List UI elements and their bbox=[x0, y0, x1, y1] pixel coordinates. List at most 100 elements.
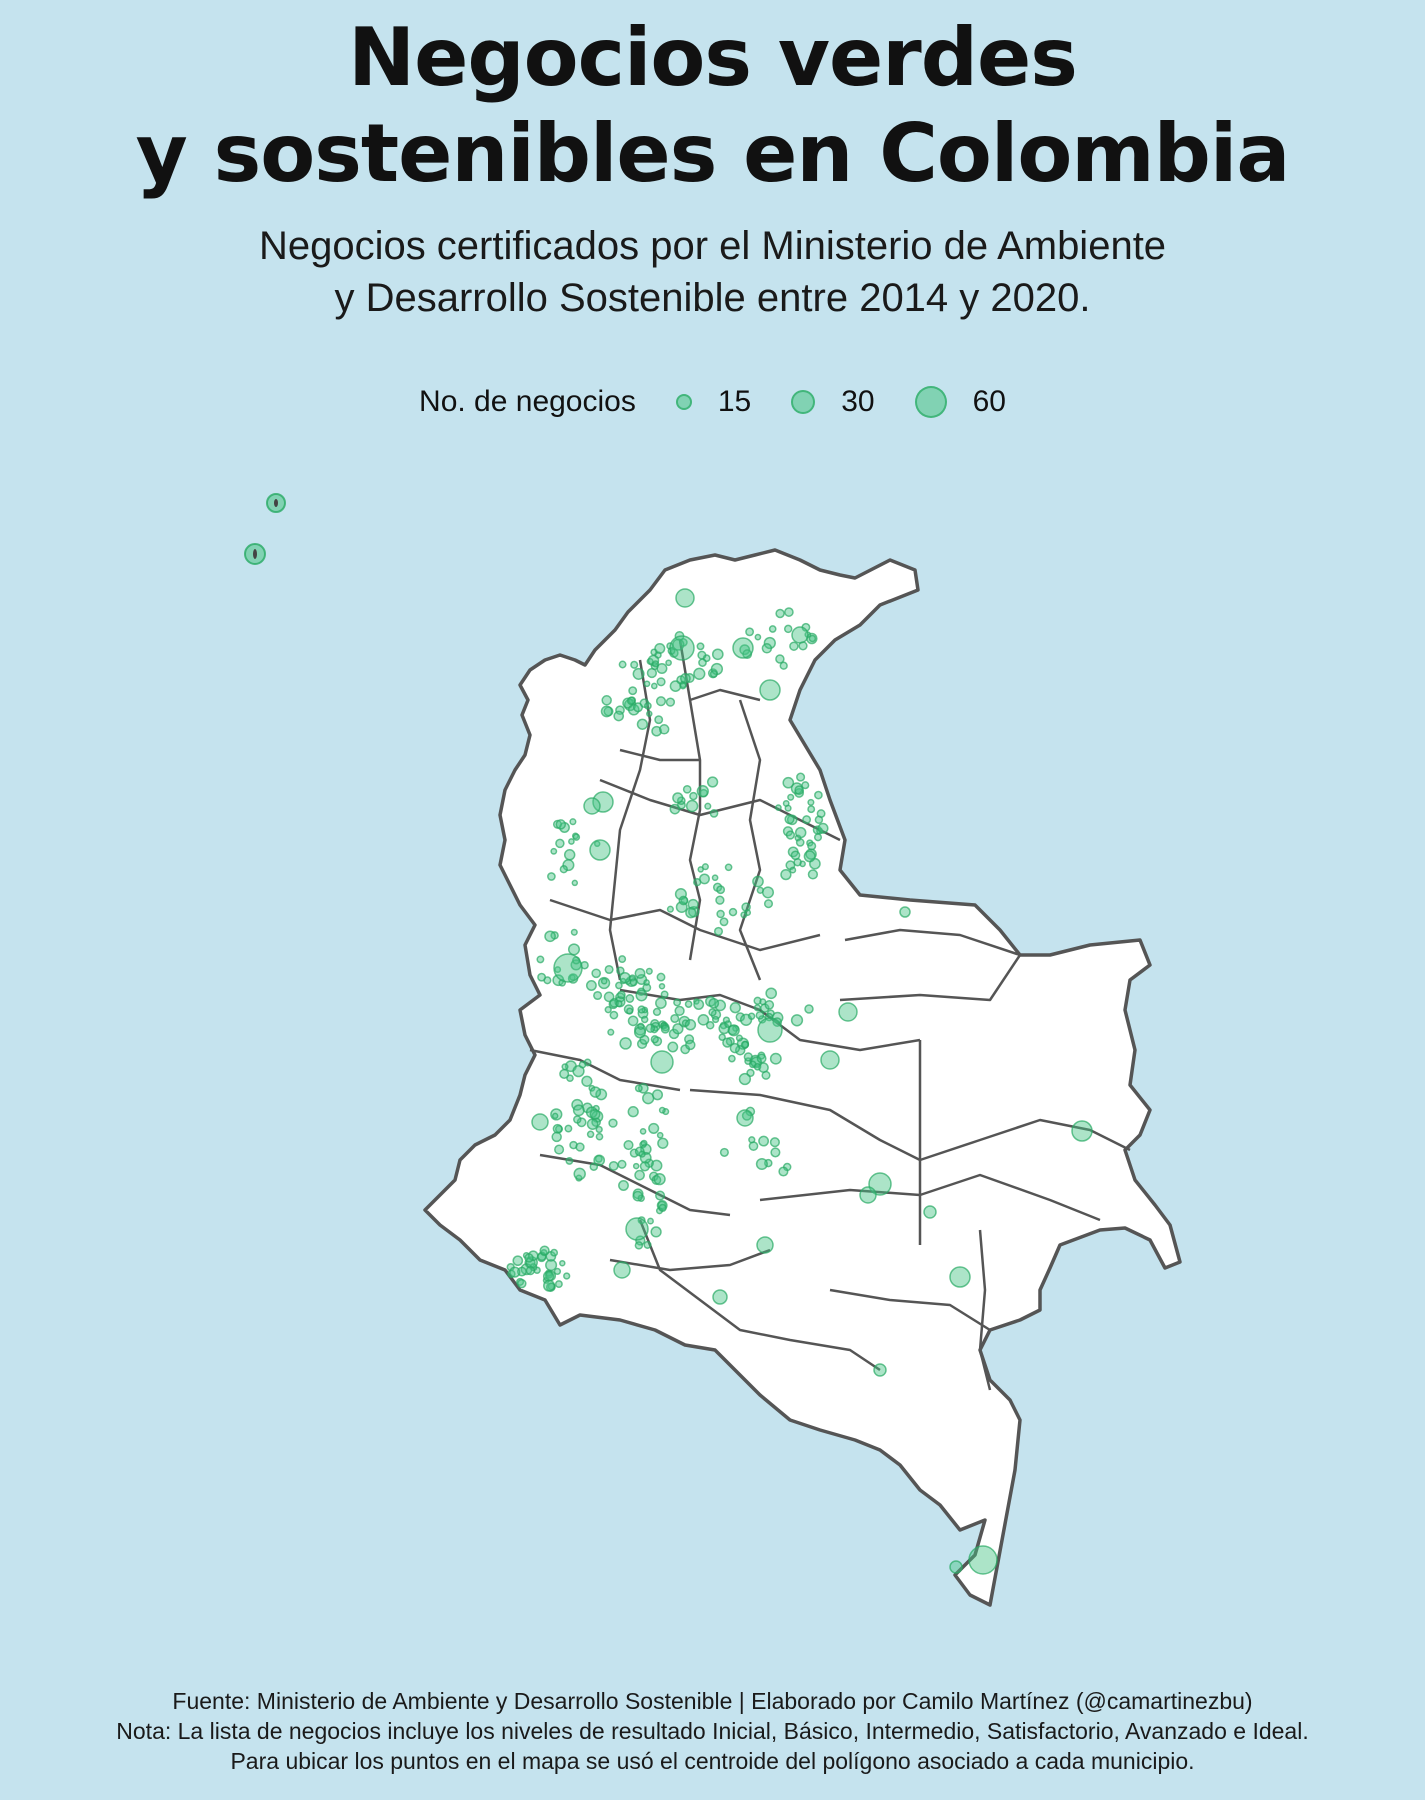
business-bubble bbox=[765, 987, 778, 1000]
business-bubble bbox=[617, 1159, 627, 1169]
business-bubble bbox=[761, 886, 775, 899]
business-bubble bbox=[807, 869, 819, 880]
department-border bbox=[689, 1088, 921, 1162]
business-bubble bbox=[743, 1052, 753, 1062]
business-bubble bbox=[740, 911, 748, 919]
business-bubble bbox=[673, 998, 682, 1007]
business-bubble bbox=[650, 682, 658, 690]
business-bubble bbox=[672, 638, 685, 651]
business-bubble bbox=[759, 679, 781, 701]
legend-item-15: 15 bbox=[675, 385, 751, 419]
business-bubble bbox=[693, 667, 706, 680]
business-bubble bbox=[716, 909, 725, 919]
department-border bbox=[608, 659, 652, 981]
business-bubble bbox=[790, 850, 801, 861]
business-bubble bbox=[794, 826, 807, 839]
business-bubble bbox=[770, 1147, 781, 1158]
business-bubble bbox=[627, 1106, 639, 1118]
business-bubble bbox=[794, 785, 805, 795]
business-bubble bbox=[779, 661, 788, 670]
business-bubble bbox=[567, 943, 581, 956]
business-bubble bbox=[1071, 1120, 1093, 1142]
department-border bbox=[689, 688, 761, 702]
business-bubble bbox=[755, 1010, 765, 1020]
business-bubble bbox=[814, 790, 823, 800]
business-bubble bbox=[581, 1075, 593, 1087]
business-bubble bbox=[572, 1064, 585, 1078]
business-bubble bbox=[543, 1279, 556, 1292]
business-bubble bbox=[873, 1363, 887, 1377]
business-bubble bbox=[711, 874, 719, 882]
business-bubble bbox=[658, 982, 666, 990]
business-bubble bbox=[678, 895, 689, 906]
department-border bbox=[829, 1288, 991, 1332]
business-bubble bbox=[512, 1255, 524, 1267]
business-bubble bbox=[783, 624, 793, 634]
business-bubble bbox=[625, 994, 635, 1003]
business-bubble bbox=[748, 1136, 756, 1144]
business-bubble bbox=[660, 1024, 670, 1034]
business-bubble bbox=[675, 588, 695, 608]
business-bubble bbox=[693, 999, 705, 1010]
department-border bbox=[978, 1229, 992, 1391]
business-bubble bbox=[756, 1236, 774, 1254]
business-bubble bbox=[711, 1015, 720, 1024]
business-bubble bbox=[589, 839, 611, 861]
business-bubble bbox=[595, 1132, 604, 1141]
business-bubble bbox=[685, 1039, 696, 1051]
department-borders bbox=[529, 639, 1131, 1391]
business-bubble bbox=[593, 1154, 606, 1167]
business-bubble bbox=[542, 1270, 555, 1282]
business-bubble bbox=[791, 626, 809, 644]
business-bubble bbox=[613, 710, 625, 722]
business-bubble bbox=[618, 955, 627, 964]
business-bubble bbox=[536, 955, 545, 964]
legend-dot-30 bbox=[791, 390, 816, 414]
business-bubble bbox=[616, 966, 625, 975]
business-bubble bbox=[736, 1109, 754, 1127]
business-bubble bbox=[696, 785, 709, 798]
business-bubble bbox=[563, 1272, 571, 1280]
business-bubble bbox=[628, 686, 638, 696]
business-bubble bbox=[573, 1115, 582, 1124]
business-bubble bbox=[651, 725, 662, 737]
business-bubble bbox=[586, 1118, 599, 1130]
business-bubble bbox=[645, 1023, 656, 1033]
business-bubble bbox=[613, 1261, 631, 1279]
business-bubble bbox=[561, 1063, 569, 1071]
business-bubble bbox=[638, 1150, 646, 1158]
business-bubble bbox=[787, 793, 795, 801]
legend-value-60: 60 bbox=[972, 385, 1006, 418]
department-border bbox=[609, 1248, 771, 1272]
business-bubble bbox=[600, 705, 613, 718]
business-bubble bbox=[670, 1013, 680, 1024]
business-bubble bbox=[660, 990, 669, 999]
business-bubble bbox=[740, 1040, 749, 1049]
business-bubble bbox=[551, 1112, 559, 1120]
department-border bbox=[759, 1173, 1101, 1222]
business-bubble bbox=[735, 1034, 743, 1042]
business-bubble bbox=[658, 1203, 667, 1213]
business-bubble bbox=[617, 990, 626, 1000]
business-bubble bbox=[729, 1002, 741, 1014]
business-bubble bbox=[729, 1042, 741, 1054]
business-bubble bbox=[741, 1110, 752, 1121]
subtitle-line-1: Negocios certificados por el Ministerio … bbox=[258, 224, 1167, 268]
legend-dot-60 bbox=[914, 386, 947, 418]
business-bubble bbox=[667, 1041, 679, 1053]
business-bubble bbox=[634, 1169, 645, 1181]
business-bubble bbox=[553, 1267, 562, 1276]
business-bubble bbox=[685, 907, 697, 919]
business-bubble bbox=[572, 1104, 585, 1117]
department-border bbox=[738, 699, 762, 981]
business-bubble bbox=[648, 1122, 660, 1134]
business-bubble bbox=[640, 1139, 648, 1147]
business-bubble bbox=[697, 650, 707, 660]
business-bubble bbox=[728, 907, 738, 917]
business-bubble bbox=[782, 799, 790, 807]
business-bubble bbox=[724, 1020, 732, 1028]
business-bubble bbox=[763, 899, 774, 909]
business-bubble bbox=[704, 802, 712, 810]
business-bubble bbox=[609, 1010, 619, 1020]
business-bubble bbox=[753, 996, 762, 1005]
